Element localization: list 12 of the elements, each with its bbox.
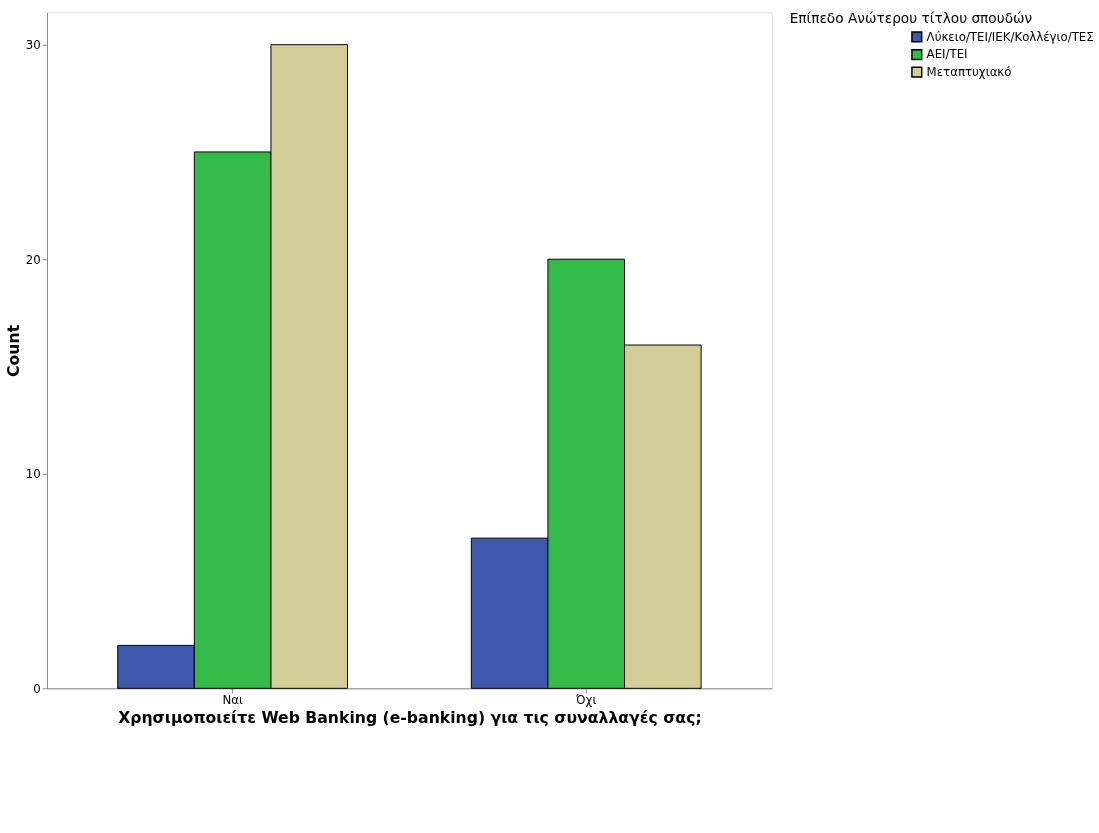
y-tick-label: 10 <box>25 467 41 482</box>
legend-label: Λύκειο/ΤΕΙ/ΙΕΚ/Κολλέγιο/ΤΕΣ <box>926 29 1094 44</box>
legend-label: Μεταπτυχιακό <box>926 65 1012 80</box>
y-tick-label: 30 <box>25 38 41 53</box>
x-tick-label: Ναι <box>222 693 243 708</box>
legend-label: ΑΕΙ/ΤΕΙ <box>926 47 968 62</box>
legend-title: Επίπεδο Ανώτερου τίτλου σπουδών <box>789 10 1033 27</box>
y-tick-label: 0 <box>33 681 41 696</box>
y-axis-title: Count <box>3 324 23 377</box>
y-tick-label: 20 <box>25 252 41 267</box>
x-tick-label: Όχι <box>575 693 597 708</box>
x-axis-title: Χρησιμοποιείτε Web Banking (e-banking) για τις συναλλαγές σας; <box>118 708 702 728</box>
